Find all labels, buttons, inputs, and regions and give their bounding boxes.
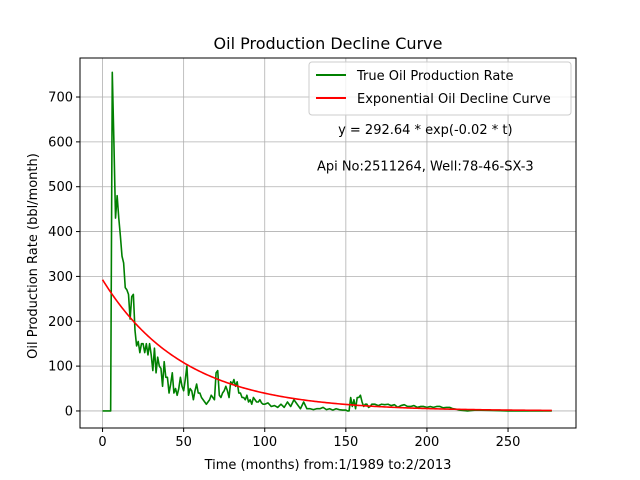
x-tick-label: 100: [252, 435, 277, 450]
y-tick-label: 600: [48, 135, 73, 150]
equation-annotation: y = 292.64 * exp(-0.02 * t): [338, 123, 512, 138]
y-axis-ticks: 0 100 200 300 400 500 600 700: [48, 91, 80, 419]
y-tick-label: 700: [48, 91, 73, 106]
legend-label-true-rate: True Oil Production Rate: [356, 69, 513, 84]
y-tick-label: 100: [48, 360, 73, 375]
x-axis-label: Time (months) from:1/1989 to:2/2013: [204, 458, 452, 473]
y-tick-label: 300: [48, 270, 73, 285]
x-tick-label: 200: [415, 435, 440, 450]
well-info-annotation: Api No:2511264, Well:78-46-SX-3: [317, 160, 534, 175]
x-tick-label: 0: [98, 435, 106, 450]
x-tick-label: 150: [333, 435, 358, 450]
legend: True Oil Production Rate Exponential Oil…: [308, 61, 572, 116]
x-tick-label: 50: [175, 435, 192, 450]
x-tick-label: 250: [496, 435, 521, 450]
legend-box: [308, 61, 572, 116]
legend-label-decline-curve: Exponential Oil Decline Curve: [357, 92, 551, 107]
y-axis-label: Oil Production Rate (bbl/month): [26, 153, 41, 359]
y-tick-label: 200: [48, 315, 73, 330]
y-tick-label: 0: [65, 404, 73, 419]
chart-title: Oil Production Decline Curve: [214, 34, 443, 53]
series-lines: [101, 71, 552, 412]
plot-frame: [79, 57, 577, 429]
y-tick-label: 400: [48, 225, 73, 240]
series-true-rate-line: [102, 71, 552, 412]
x-axis-ticks: 0 50 100 150 200 250: [98, 428, 520, 450]
y-tick-label: 500: [48, 180, 73, 195]
series-decline-curve-line: [101, 279, 552, 412]
